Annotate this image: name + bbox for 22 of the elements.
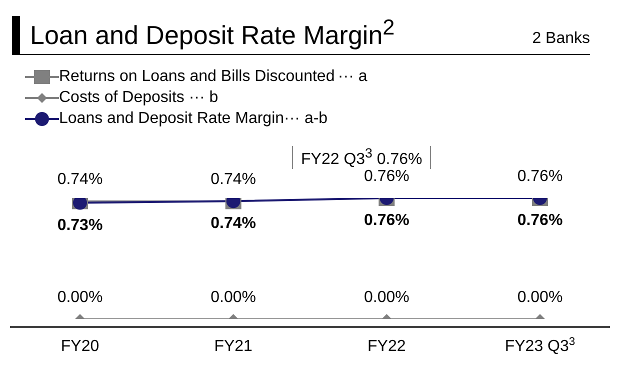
x-tick-label: FY20 [60, 338, 100, 355]
data-label: 0.74% [57, 171, 103, 188]
x-tick-label: FY22 [368, 338, 406, 355]
legend-label: Returns on Loans and Bills Discounted ··· a [59, 68, 368, 86]
data-label: 0.00% [364, 289, 410, 306]
data-label: 0.73% [57, 216, 103, 234]
data-label: 0.76% [517, 212, 563, 229]
data-label: 0.00% [517, 289, 563, 306]
data-label: 0.00% [57, 289, 103, 306]
text: FY22 Q3$^{3}$ 0.76% [301, 146, 422, 168]
data-label: 0.74% [210, 171, 256, 188]
data-label: 0.76% [517, 168, 563, 185]
chart-subtitle: 2 Banks [532, 30, 590, 48]
legend-label: Loans and Deposit Rate Margin··· a-b [59, 110, 328, 128]
chart-title: Loan and Deposit Rate Margin$^{2}$ [30, 14, 395, 50]
data-label: 0.76% [364, 212, 410, 229]
x-tick-label: FY21 [214, 338, 253, 355]
legend-label: Costs of Deposits ··· b [59, 88, 218, 106]
x-tick-label: FY23 Q3$^{3}$ [504, 336, 576, 355]
data-label: 0.00% [210, 289, 256, 306]
data-label: 0.76% [364, 168, 410, 185]
data-label: 0.74% [210, 215, 256, 232]
